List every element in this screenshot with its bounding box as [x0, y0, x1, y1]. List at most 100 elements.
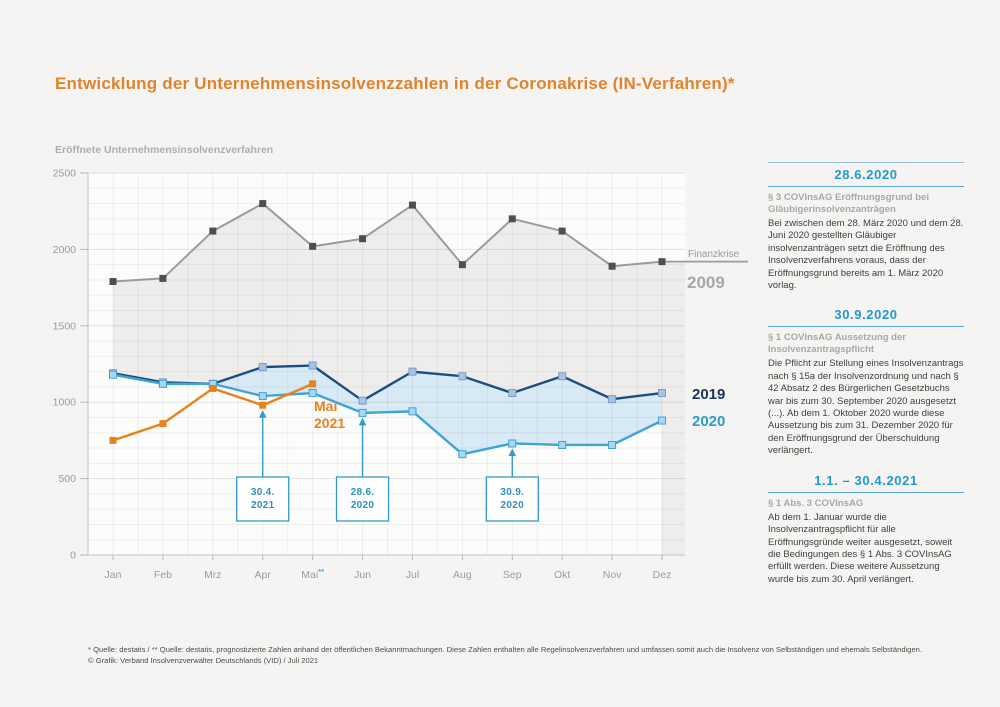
annotation-arrowhead	[258, 410, 267, 418]
marker-2021	[159, 420, 167, 428]
annotation-date-line2: 2020	[501, 500, 525, 511]
y-tick-label: 2500	[53, 168, 77, 180]
legend-2019-label: 2019	[692, 386, 725, 403]
annotation-arrowhead	[358, 417, 367, 426]
marker-2009	[408, 201, 416, 209]
marker-2009	[209, 227, 217, 235]
marker-2020	[508, 439, 517, 448]
annotations: 30.4. 2021 28.6. 2020 30.9. 2020	[236, 410, 539, 522]
marker-2009	[658, 258, 666, 266]
sidebar-section-1-date-heading: 28.6.2020	[768, 167, 964, 187]
series-line-2009	[112, 202, 663, 283]
x-tick-label: Aug	[453, 569, 472, 581]
legend-2020-label: 2020	[692, 413, 725, 430]
marker-2020	[408, 407, 417, 416]
marker-2009	[458, 261, 466, 269]
sidebar-section-2-body: Die Pflicht zur Stellung eines Insolvenz…	[768, 358, 964, 457]
marker-2019	[458, 372, 467, 381]
legend-finanzkrise-label: Finanzkrise	[688, 249, 740, 260]
gridlines	[88, 172, 685, 555]
y-axis-title: Eröffnete Unternehmensinsolvenzverfahren	[55, 144, 274, 156]
x-tick-label: Sep	[503, 569, 522, 581]
source-footnote-line1: * Quelle: destatis / ** Quelle: destatis…	[88, 645, 923, 654]
annotation-box	[335, 476, 390, 522]
y-tick-label: 1000	[53, 397, 77, 409]
marker-2021	[109, 436, 117, 444]
marker-2020	[158, 379, 167, 388]
annotation-arrowhead	[508, 448, 517, 456]
x-tick-label: Apr	[255, 569, 272, 581]
marker-2020	[458, 450, 467, 459]
marker-2019	[358, 396, 367, 405]
x-tick-label: Nov	[603, 569, 622, 581]
sidebar-section-3-body: Ab dem 1. Januar wurde die Insolvenzantr…	[768, 511, 953, 585]
mai-2021-series-label-line2: 2021	[314, 415, 345, 431]
marker-2009	[109, 277, 117, 285]
marker-2019	[308, 361, 317, 370]
annotation-box	[485, 476, 539, 522]
x-tick-label: Jun	[354, 569, 371, 581]
series-line-2020	[112, 373, 663, 456]
marker-2009	[309, 242, 317, 250]
sidebar-section-2-subheading: § 1 COVInsAG Aussetzung der Insolvenzant…	[768, 332, 906, 356]
sidebar-section-3-subheading: § 1 Abs. 3 COVInsAG	[768, 497, 864, 509]
axes	[80, 172, 685, 560]
annotation-date-line1: 28.6.	[351, 487, 375, 498]
series-markers	[109, 200, 666, 459]
sidebar-legal-notes: 28.6.2020 § 3 COVInsAG Eröffnungsgrund b…	[768, 162, 964, 601]
annotation-date-line1: 30.9.	[500, 487, 524, 498]
annotation-box	[236, 476, 290, 522]
annotation-date-line2: 2020	[351, 500, 375, 511]
source-footnote: * Quelle: destatis / ** Quelle: destatis…	[88, 644, 968, 666]
y-tick-label: 500	[58, 473, 76, 485]
sidebar-section-1: 28.6.2020 § 3 COVInsAG Eröffnungsgrund b…	[768, 167, 964, 292]
x-tick-label: Jan	[105, 569, 122, 581]
x-tick-label: Dez	[653, 569, 672, 581]
marker-2019	[258, 363, 267, 372]
marker-2019	[408, 367, 417, 376]
mai-2021-series-label-line1: Mai	[314, 398, 337, 414]
page-title: Entwicklung der Unternehmensinsolvenzzah…	[55, 74, 735, 93]
sidebar-section-2: 30.9.2020 § 1 COVInsAG Aussetzung der In…	[768, 307, 964, 457]
marker-2020	[358, 408, 367, 417]
source-footnote-line2: © Grafik: Verband Insolvenzverwalter Deu…	[88, 656, 319, 665]
y-tick-label: 1500	[53, 320, 77, 332]
tick-labels: 0 500 1000 1500 2000 2500 Jan Feb Mrz Apr Mai** Jun…	[53, 168, 672, 582]
y-tick-label: 2000	[53, 244, 77, 256]
sidebar-section-2-date-heading: 30.9.2020	[768, 307, 964, 328]
fill-2019-2020-gap	[113, 365, 662, 455]
x-tick-label: Mrz	[204, 569, 222, 581]
x-tick-label: Mai**	[301, 567, 324, 581]
y-tick-label: 0	[70, 550, 76, 562]
sidebar-section-1-body: Bei zwischen dem 28. März 2020 und dem 2…	[768, 218, 964, 292]
annotation-date-line1: 30.4.	[251, 487, 275, 498]
x-tick-label: Okt	[554, 569, 570, 581]
marker-2020	[109, 370, 117, 379]
marker-2009	[259, 200, 267, 208]
marker-2021	[259, 401, 267, 409]
marker-2019	[558, 372, 567, 381]
sidebar-section-3-date-heading: 1.1. – 30.4.2021	[768, 473, 964, 493]
marker-2020	[308, 389, 317, 398]
marker-2009	[558, 227, 566, 235]
marker-2020	[608, 440, 617, 449]
marker-2021	[309, 380, 317, 388]
marker-2009	[608, 262, 616, 270]
marker-2020	[258, 392, 267, 401]
marker-2021	[209, 384, 217, 392]
marker-2019	[608, 395, 617, 404]
legend-2009-label: 2009	[687, 273, 725, 292]
sidebar-section-3: 1.1. – 30.4.2021 § 1 Abs. 3 COVInsAG Ab …	[768, 473, 964, 586]
marker-2009	[359, 235, 367, 243]
marker-2009	[159, 274, 167, 282]
marker-2019	[508, 389, 517, 398]
sidebar-section-1-subheading: § 3 COVInsAG Eröffnungsgrund bei Gläubig…	[768, 192, 929, 215]
marker-2020	[558, 440, 567, 449]
marker-2009	[508, 215, 516, 223]
x-tick-label: Feb	[154, 569, 172, 581]
marker-2019	[658, 389, 666, 398]
marker-2020	[658, 416, 666, 425]
annotation-date-line2: 2021	[251, 500, 275, 511]
